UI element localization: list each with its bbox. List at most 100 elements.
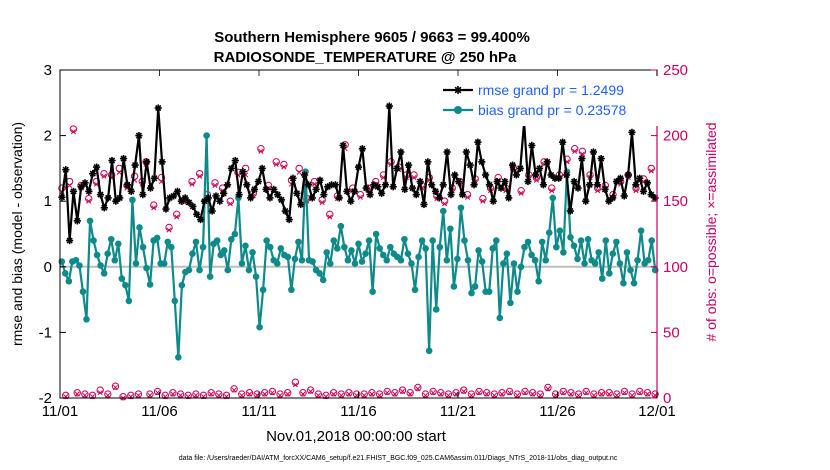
obs-assimilated-stroke <box>514 392 520 398</box>
obs-possible-point <box>460 386 468 394</box>
bias-point <box>330 237 338 244</box>
obs-assimilated-point <box>135 392 142 398</box>
obs-assimilated-stroke <box>262 391 268 397</box>
bias-point <box>61 270 69 277</box>
asterisk-stroke <box>289 175 297 182</box>
obs-assimilated-point <box>361 392 367 398</box>
rmse-point <box>397 148 405 156</box>
bias-point <box>284 253 292 261</box>
rmse-point <box>339 141 347 150</box>
asterisk-stroke <box>81 179 89 186</box>
obs-assimilated-point <box>468 392 474 398</box>
asterisk-stroke <box>594 181 601 188</box>
asterisk-stroke <box>409 184 416 192</box>
obs-assimilated-point <box>189 181 195 187</box>
obs-possible-point <box>636 387 644 396</box>
bias-point <box>118 275 126 282</box>
obs-assimilated-point <box>392 391 398 397</box>
rmse-point <box>208 207 216 215</box>
bias-point <box>252 273 260 280</box>
obs-possible-point <box>104 390 112 398</box>
bias-point <box>122 281 129 289</box>
obs-assimilated-point <box>476 390 482 396</box>
bias-point <box>220 247 228 254</box>
obs-assimilated-stroke <box>445 392 451 398</box>
bias-point <box>355 240 362 248</box>
obs-possible-point <box>590 390 598 398</box>
asterisk-stroke <box>174 188 181 195</box>
rmse-point <box>566 207 574 215</box>
bias-point <box>146 281 154 288</box>
bias-point <box>348 247 355 254</box>
asterisk-stroke <box>486 181 493 188</box>
obs-assimilated-point <box>369 391 375 397</box>
rmse-point <box>404 161 413 169</box>
y-left-tick-label: 1 <box>44 193 52 210</box>
y-right-tick-label: 200 <box>663 128 688 145</box>
asterisk-stroke <box>501 178 508 185</box>
rmse-point <box>532 171 540 179</box>
rmse-point <box>420 200 428 209</box>
rmse-point <box>628 128 636 136</box>
rmse-point <box>223 181 232 189</box>
obs-assimilated-point <box>116 169 122 175</box>
obs-assimilated-stroke <box>67 182 73 189</box>
rmse-point <box>416 177 424 186</box>
asterisk-stroke <box>578 155 586 162</box>
bias-point <box>602 237 610 244</box>
bias-point <box>323 249 331 256</box>
obs-possible-point <box>329 389 338 397</box>
rmse-point <box>193 210 201 218</box>
asterisk-stroke <box>62 166 69 173</box>
obs-assimilated-point <box>197 173 203 179</box>
obs-possible-point <box>157 173 166 182</box>
rmse-point <box>96 191 105 199</box>
rmse-point <box>528 141 536 150</box>
rmse-point <box>150 174 158 182</box>
asterisk-stroke <box>339 142 347 149</box>
obs-assimilated-point <box>327 214 333 220</box>
obs-assimilated-stroke <box>480 198 486 204</box>
obs-assimilated-stroke <box>583 390 589 396</box>
asterisk-stroke <box>116 194 123 202</box>
obs-assimilated-point <box>174 214 180 220</box>
rmse-point <box>189 202 197 211</box>
rmse-point <box>351 187 359 195</box>
obs-assimilated-stroke <box>189 181 195 187</box>
rmse-point <box>143 158 151 166</box>
obs-assimilated-point <box>491 392 497 398</box>
obs-assimilated-stroke <box>361 392 367 398</box>
asterisk-stroke <box>513 171 520 179</box>
bias-point <box>90 237 97 244</box>
bias-point <box>581 260 588 267</box>
obs-assimilated-stroke <box>491 392 497 398</box>
obs-possible-point <box>498 389 506 397</box>
obs-assimilated-point <box>101 173 107 179</box>
y-left-tick-label: -2 <box>39 390 52 407</box>
obs-possible-point <box>314 390 323 398</box>
rmse-point <box>609 194 617 202</box>
rmse-point <box>104 194 112 202</box>
asterisk-stroke <box>447 191 455 198</box>
obs-possible-point <box>490 390 499 398</box>
rmse-point <box>412 191 420 199</box>
asterisk-stroke <box>301 171 308 179</box>
bias-point <box>72 256 80 264</box>
obs-possible-point <box>299 389 307 397</box>
obs-possible-point <box>146 390 154 398</box>
bias-point <box>65 277 73 285</box>
obs-assimilated-stroke <box>468 392 474 398</box>
obs-possible-point <box>73 389 81 397</box>
asterisk-stroke <box>158 158 166 165</box>
rmse-point <box>585 181 594 189</box>
rmse-point <box>458 191 467 199</box>
obs-assimilated-point <box>533 177 540 183</box>
obs-assimilated-point <box>269 390 275 396</box>
bias-point <box>411 286 419 294</box>
asterisk-stroke <box>305 181 312 188</box>
asterisk-stroke <box>266 194 274 202</box>
obs-possible-point <box>215 390 223 398</box>
obs-assimilated-point <box>231 387 237 393</box>
obs-assimilated-stroke <box>357 194 363 200</box>
obs-assimilated-point <box>277 392 283 398</box>
